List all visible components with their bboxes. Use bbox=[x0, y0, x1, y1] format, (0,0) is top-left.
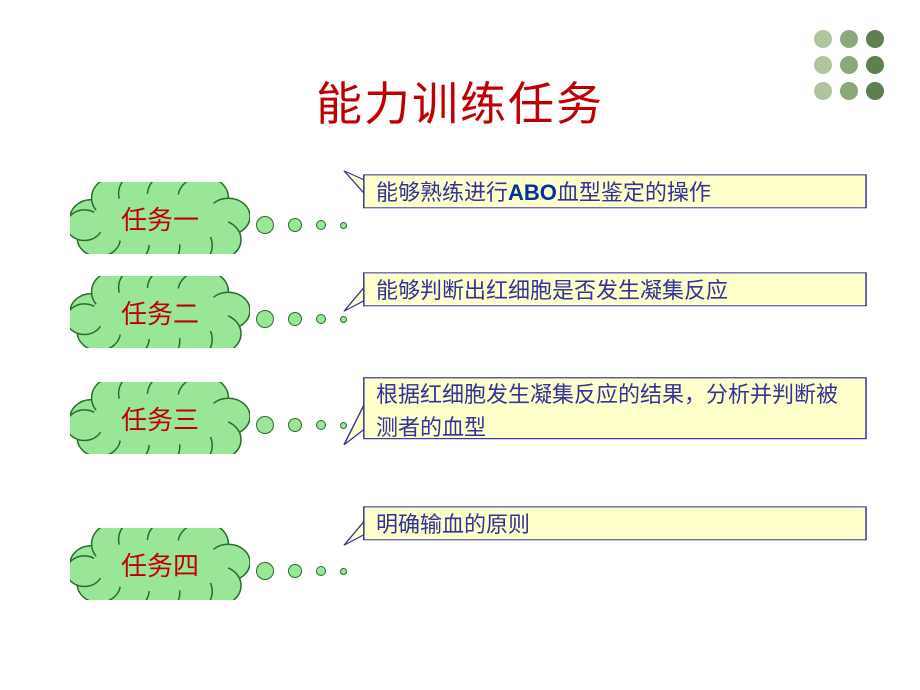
task-label: 任务二 bbox=[70, 276, 250, 348]
trail-dot bbox=[340, 422, 347, 429]
callout-text: 能够熟练进行 bbox=[376, 180, 508, 205]
trail-dot bbox=[340, 568, 347, 575]
title-text: 能力训练任务 bbox=[316, 79, 604, 130]
task-label: 任务四 bbox=[70, 528, 250, 600]
trail-dot bbox=[288, 418, 302, 432]
task-callout: 能够判断出红细胞是否发生凝集反应 bbox=[340, 266, 870, 314]
callout-text: 能够判断出红细胞是否发生凝集反应 bbox=[340, 266, 870, 315]
task-callout: 明确输血的原则 bbox=[340, 500, 870, 548]
task-cloud: 任务一 bbox=[70, 182, 250, 254]
callout-abo: ABO bbox=[508, 180, 557, 205]
trail-dots bbox=[256, 416, 347, 434]
trail-dots bbox=[256, 562, 347, 580]
slide-title: 能力训练任务 bbox=[0, 68, 920, 134]
trail-dot bbox=[340, 316, 347, 323]
task-cloud: 任务四 bbox=[70, 528, 250, 600]
trail-dot bbox=[316, 220, 326, 230]
trail-dot bbox=[288, 312, 302, 326]
task-cloud: 任务二 bbox=[70, 276, 250, 348]
trail-dot bbox=[316, 420, 326, 430]
trail-dot bbox=[256, 416, 274, 434]
task-cloud: 任务三 bbox=[70, 382, 250, 454]
task-label: 任务一 bbox=[70, 182, 250, 254]
trail-dot bbox=[256, 562, 274, 580]
decor-dot bbox=[840, 30, 858, 48]
trail-dot bbox=[340, 222, 347, 229]
task-label: 任务三 bbox=[70, 382, 250, 454]
callout-text: 明确输血的原则 bbox=[340, 500, 870, 549]
trail-dot bbox=[316, 314, 326, 324]
task-callout: 根据红细胞发生凝集反应的结果，分析并判断被测者的血型 bbox=[340, 370, 870, 448]
trail-dot bbox=[256, 216, 274, 234]
trail-dots bbox=[256, 310, 347, 328]
callout-text: 血型鉴定的操作 bbox=[557, 180, 711, 205]
trail-dot bbox=[288, 564, 302, 578]
trail-dot bbox=[316, 566, 326, 576]
decor-dot bbox=[866, 30, 884, 48]
task-callout: 能够熟练进行ABO血型鉴定的操作 bbox=[340, 168, 870, 216]
callout-text: 根据红细胞发生凝集反应的结果，分析并判断被测者的血型 bbox=[340, 370, 870, 452]
trail-dot bbox=[256, 310, 274, 328]
trail-dots bbox=[256, 216, 347, 234]
trail-dot bbox=[288, 218, 302, 232]
decor-dot bbox=[814, 30, 832, 48]
